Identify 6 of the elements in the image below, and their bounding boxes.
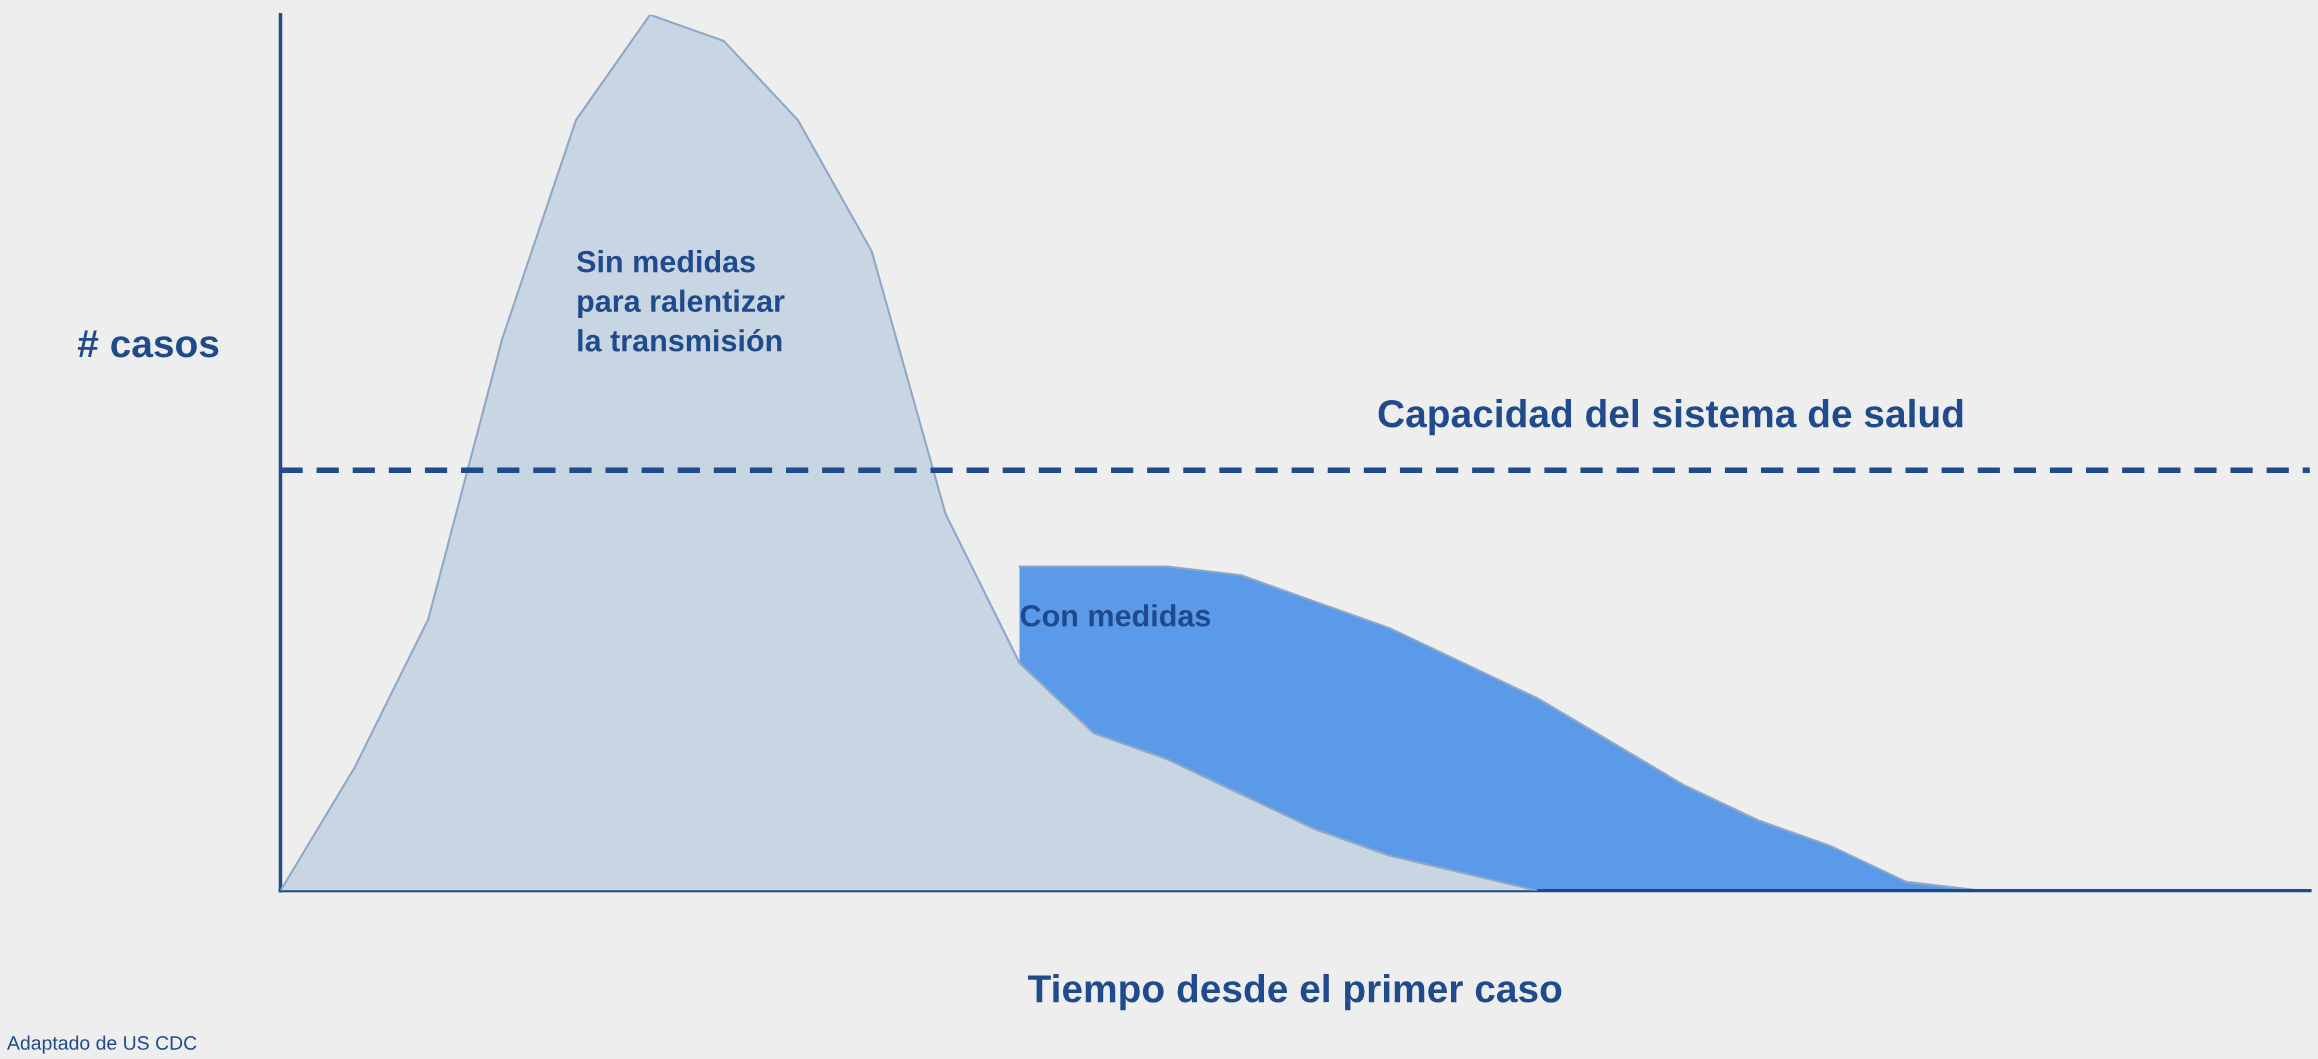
x-axis-title: Tiempo desde el primer caso	[1027, 973, 1562, 1011]
ref-line-label: Capacidad del sistema de salud	[1378, 398, 1963, 436]
series-label: Sin medidas para ralentizar la transmisión	[576, 250, 785, 352]
series-label: Con medidas	[1020, 604, 1211, 627]
y-axis-title: # casos	[77, 330, 219, 358]
text: Adaptado de US CDC	[6, 1035, 197, 1054]
